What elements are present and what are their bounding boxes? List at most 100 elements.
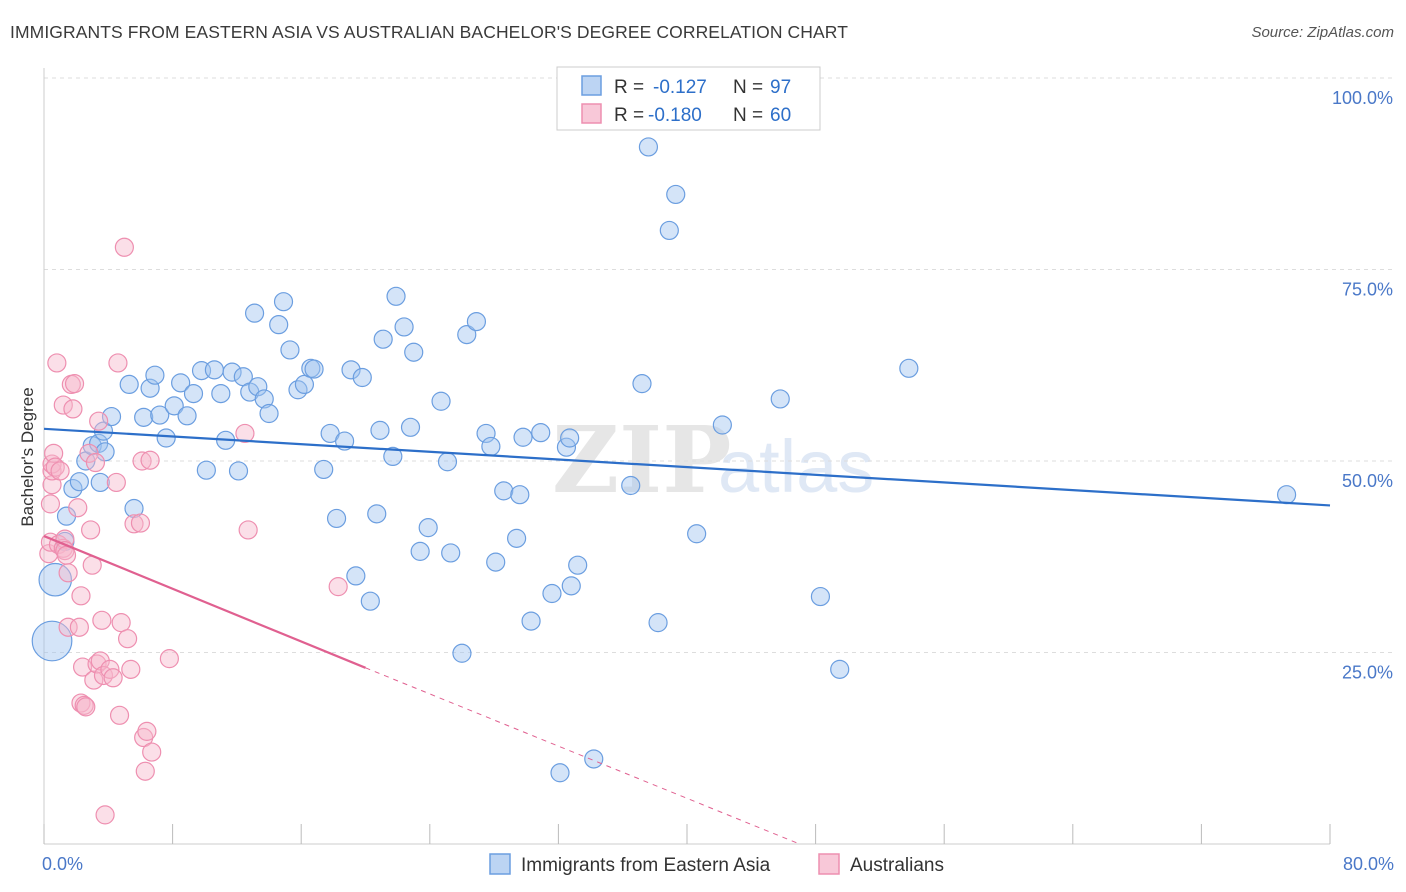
blue-point-1	[38, 562, 73, 597]
blue-point-22	[177, 406, 197, 426]
pink-point-54	[140, 450, 160, 470]
blue-point-82	[568, 555, 588, 575]
blue-point-67	[466, 311, 487, 332]
series-legend-swatch-blue	[489, 853, 511, 875]
blue-point-53	[370, 420, 390, 440]
grid-lines	[44, 77, 1392, 653]
pink-point-2	[40, 494, 61, 514]
y-tick-label-50: 50.0%	[1342, 471, 1393, 491]
blue-point-29	[222, 362, 242, 382]
pink-point-20	[64, 374, 85, 394]
pink-point-8	[47, 353, 67, 373]
pink-point-36	[92, 610, 112, 630]
pink-point-17	[58, 617, 78, 637]
blue-point-91	[712, 415, 732, 435]
blue-point-17	[145, 365, 165, 385]
blue-point-86	[638, 137, 659, 157]
legend-r-label-2: R =	[614, 105, 644, 126]
blue-point-76	[531, 423, 551, 443]
pink-point-44	[111, 613, 131, 633]
blue-point-41	[294, 374, 315, 394]
blue-point-85	[632, 374, 652, 394]
blue-point-33	[248, 377, 268, 397]
pink-point-38	[95, 805, 115, 825]
blue-point-37	[269, 315, 289, 335]
x-tick-label-min: 0.0%	[42, 854, 83, 874]
blue-point-27	[211, 383, 231, 404]
series-immigrants-eastern-asia	[31, 137, 1297, 783]
blue-point-95	[899, 358, 919, 378]
blue-point-89	[666, 184, 686, 205]
blue-point-81	[561, 576, 581, 596]
blue-point-50	[352, 367, 372, 388]
blue-point-12	[101, 406, 122, 427]
pink-point-52	[135, 761, 155, 781]
blue-point-9	[90, 472, 110, 493]
blue-point-52	[367, 504, 387, 524]
blue-point-78	[550, 763, 570, 783]
blue-point-38	[273, 292, 294, 312]
y-tick-label-100: 100.0%	[1332, 88, 1393, 108]
blue-point-71	[494, 481, 514, 501]
blue-point-65	[452, 643, 472, 663]
blue-point-54	[373, 329, 393, 349]
pink-point-47	[121, 659, 141, 679]
watermark: ZIP atlas	[552, 406, 874, 514]
blue-point-57	[394, 317, 414, 337]
legend-n-value-1: 97	[770, 77, 791, 98]
legend-n-value-2: 60	[770, 105, 791, 126]
y-tick-labels: 25.0% 50.0% 75.0% 100.0%	[1332, 88, 1393, 683]
blue-point-39	[280, 340, 300, 360]
blue-point-14	[119, 374, 139, 394]
legend-r-label-1: R =	[614, 77, 644, 98]
series-legend-swatch-pink	[818, 853, 840, 875]
blue-point-92	[770, 389, 790, 409]
pink-point-58	[238, 520, 258, 540]
trend-lines	[43, 427, 1331, 845]
y-tick-label-25: 25.0%	[1342, 663, 1393, 683]
pink-point-41	[106, 472, 126, 493]
pink-point-24	[71, 586, 91, 606]
blue-point-0	[31, 620, 73, 662]
y-tick-label-75: 75.0%	[1342, 280, 1393, 300]
stats-legend: R = -0.127 N = 97 R = -0.180 N = 60	[556, 66, 821, 131]
blue-point-43	[304, 359, 324, 379]
blue-point-58	[400, 417, 421, 437]
pink-point-12	[53, 395, 73, 415]
blue-point-23	[183, 383, 204, 404]
blue-point-70	[486, 552, 506, 572]
series-legend: Immigrants from Eastern Asia Australians	[489, 853, 944, 876]
blue-point-72	[507, 528, 527, 548]
legend-n-label-2: N =	[733, 105, 763, 126]
blue-point-63	[437, 452, 458, 472]
blue-point-75	[521, 611, 541, 631]
blue-point-49	[346, 566, 366, 586]
watermark-atlas: atlas	[718, 425, 874, 508]
pink-point-55	[142, 742, 162, 762]
source-credit: Source: ZipAtlas.com	[1251, 24, 1394, 41]
pink-point-19	[63, 399, 83, 419]
legend-r-value-2: -0.180	[648, 105, 702, 126]
pink-point-34	[89, 411, 109, 431]
series-legend-label-pink: Australians	[850, 855, 944, 876]
blue-point-55	[383, 446, 403, 467]
trend-line-blue	[43, 427, 1331, 507]
pink-point-43	[109, 705, 130, 725]
blue-point-87	[648, 613, 668, 633]
series-legend-label-blue: Immigrants from Eastern Asia	[521, 855, 771, 876]
pink-point-42	[108, 353, 128, 373]
blue-point-84	[621, 475, 641, 496]
blue-point-56	[386, 286, 406, 306]
chart-title: IMMIGRANTS FROM EASTERN ASIA VS AUSTRALI…	[10, 22, 849, 42]
blue-point-93	[810, 586, 831, 607]
blue-point-34	[254, 389, 274, 409]
y-axis-label: Bachelor's Degree	[18, 387, 37, 526]
blue-point-15	[134, 407, 154, 427]
pink-point-48	[124, 514, 144, 534]
blue-point-35	[259, 403, 279, 424]
blue-point-44	[314, 459, 334, 480]
blue-point-36	[244, 303, 265, 323]
trend-line-pink-extension	[365, 667, 800, 845]
blue-point-60	[410, 541, 430, 561]
